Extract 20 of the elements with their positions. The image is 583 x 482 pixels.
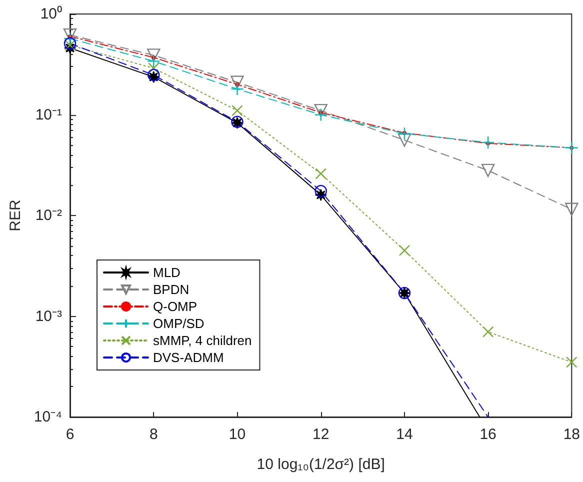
- legend-label: BPDN: [153, 282, 190, 297]
- x-axis-title: 10 log₁₀(1/2σ²) [dB]: [256, 456, 385, 473]
- x-tick-label: 8: [149, 426, 158, 443]
- y-tick-label: 10⁻²: [35, 207, 62, 224]
- y-tick-label: 10⁻¹: [35, 106, 62, 124]
- legend-label: MLD: [153, 265, 180, 280]
- y-tick-label: 10⁰: [40, 6, 62, 22]
- y-tick-label: 10⁻⁴: [34, 408, 62, 426]
- y-axis-title: RER: [7, 200, 24, 232]
- y-tick-label: 10⁻³: [35, 308, 62, 325]
- x-tick-label: 14: [396, 426, 413, 443]
- x-tick-label: 12: [312, 426, 330, 443]
- legend-label: Q-OMP: [153, 299, 198, 314]
- legend-label: sMMP, 4 children: [153, 333, 252, 348]
- legend-label: DVS-ADMM: [153, 350, 224, 365]
- x-tick-label: 6: [66, 426, 74, 443]
- x-tick-label: 18: [563, 426, 580, 443]
- legend-label: OMP/SD: [153, 316, 204, 331]
- x-tick-label: 16: [480, 426, 496, 443]
- x-tick-label: 10: [228, 426, 246, 443]
